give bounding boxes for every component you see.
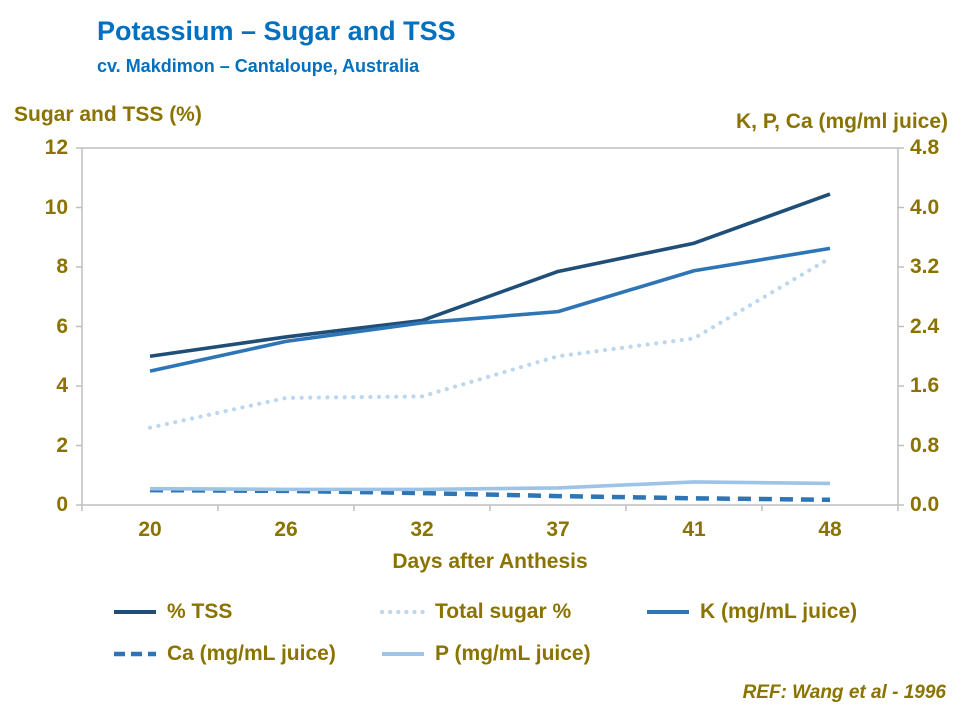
legend-line-marker-icon xyxy=(114,610,156,614)
x-axis-tick-label: 26 xyxy=(274,518,298,541)
reference-text: REF: Wang et al - 1996 xyxy=(742,682,946,703)
right-axis-tick-label: 0.0 xyxy=(910,493,940,516)
right-axis-tick-label: 3.2 xyxy=(910,255,940,278)
x-axis-title: Days after Anthesis xyxy=(392,550,588,573)
left-axis-tick-label: 6 xyxy=(56,314,68,338)
series-line-2 xyxy=(149,246,831,373)
right-axis-tick-label: 2.4 xyxy=(910,314,940,338)
right-axis-tick-label: 4.8 xyxy=(910,136,940,159)
legend-item-0: % TSS xyxy=(112,600,232,624)
page-subtitle: cv. Makdimon – Cantaloupe, Australia xyxy=(97,56,420,76)
x-axis-tick-label: 37 xyxy=(546,518,570,541)
x-axis-tick-label: 32 xyxy=(410,518,434,541)
x-axis-tick-label: 20 xyxy=(138,518,162,541)
right-axis-tick-label: 0.8 xyxy=(910,433,940,457)
legend-line-marker-icon xyxy=(380,609,426,615)
legend-label: Ca (mg/mL juice) xyxy=(167,642,336,665)
legend-label: P (mg/mL juice) xyxy=(435,642,591,665)
legend-item-3: Ca (mg/mL juice) xyxy=(112,642,336,666)
series-line-1 xyxy=(147,255,833,430)
left-axis-tick-label: 2 xyxy=(56,433,68,457)
legend-label: Total sugar % xyxy=(435,600,572,623)
left-axis-tick-label: 0 xyxy=(56,493,68,516)
legend-item-1: Total sugar % xyxy=(380,600,571,624)
left-axis-tick-label: 8 xyxy=(56,255,68,278)
left-axis-tick-label: 10 xyxy=(44,195,68,219)
series-line-0 xyxy=(149,192,831,359)
series-line-3 xyxy=(149,487,831,503)
legend-label: % TSS xyxy=(167,600,233,623)
x-axis-tick-label: 48 xyxy=(818,518,842,541)
left-axis-tick-label: 12 xyxy=(44,136,68,159)
legend-label: K (mg/mL juice) xyxy=(700,600,858,623)
right-axis-title: K, P, Ca (mg/ml juice) xyxy=(736,110,948,133)
series-line-4 xyxy=(149,480,831,492)
right-axis-tick-label: 4.0 xyxy=(910,195,940,219)
legend-line-marker-icon xyxy=(647,610,689,614)
plot-border xyxy=(81,147,899,506)
legend-item-2: K (mg/mL juice) xyxy=(645,600,857,624)
legend-item-4: P (mg/mL juice) xyxy=(380,642,591,666)
right-axis-tick-label: 1.6 xyxy=(910,374,940,397)
left-axis-title: Sugar and TSS (%) xyxy=(14,103,202,126)
legend-line-marker-icon xyxy=(114,651,156,657)
legend-line-marker-icon xyxy=(382,652,424,656)
page-title: Potassium – Sugar and TSS xyxy=(97,16,456,46)
x-axis-tick-label: 41 xyxy=(682,518,706,541)
left-axis-tick-label: 4 xyxy=(56,374,68,397)
